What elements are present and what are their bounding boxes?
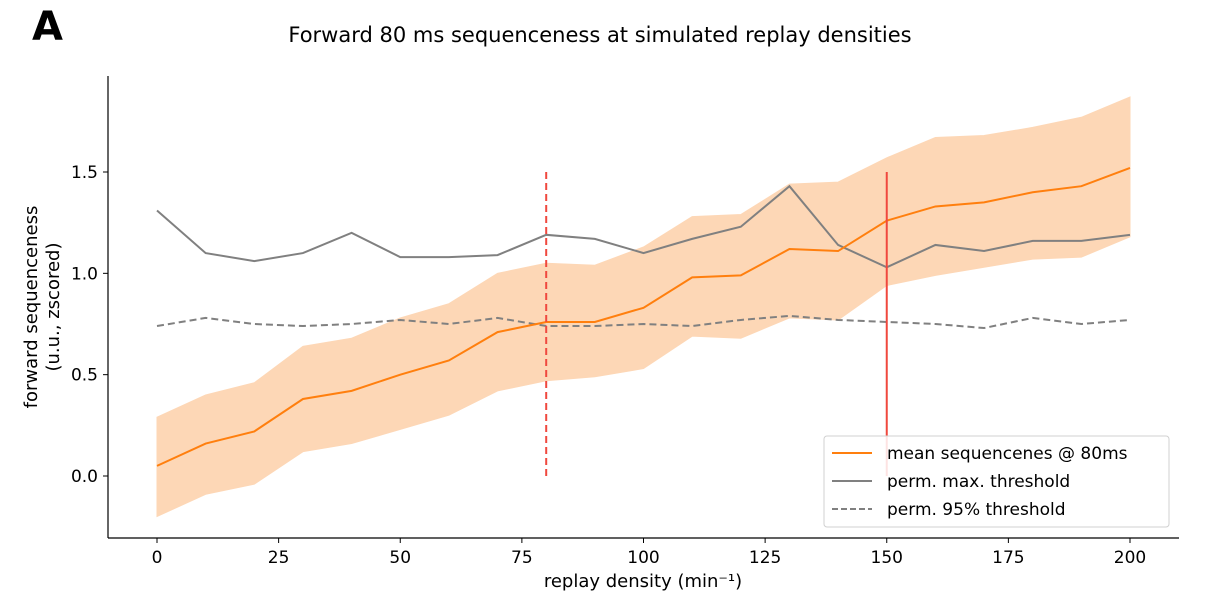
x-tick-label: 0 — [152, 548, 163, 568]
x-tick-label: 100 — [627, 548, 659, 568]
y-tick-label: 0.5 — [71, 366, 98, 386]
x-tick-label: 75 — [511, 548, 533, 568]
chart-title: Forward 80 ms sequenceness at simulated … — [288, 23, 911, 47]
x-tick-label: 200 — [1114, 548, 1146, 568]
x-tick-label: 125 — [749, 548, 781, 568]
series-line-perm-max-threshold — [156, 184, 1131, 269]
x-tick-label: 175 — [992, 548, 1024, 568]
x-tick-label: 50 — [389, 548, 411, 568]
legend-box — [823, 435, 1170, 528]
legend-label: mean sequencenes @ 80ms — [887, 444, 1128, 464]
y-tick-label: 1.0 — [71, 264, 98, 284]
legend: mean sequencenes @ 80ms perm. max. thresh… — [823, 435, 1170, 528]
y-axis-label-line1: forward sequenceness — [21, 206, 42, 409]
y-tick-label: 1.5 — [71, 163, 98, 183]
legend-label: perm. 95% threshold — [887, 500, 1066, 520]
panel-label: A — [32, 4, 63, 50]
y-axis-label-line2: (u.u., zscored) — [43, 243, 64, 372]
x-tick-label: 150 — [871, 548, 903, 568]
series-line-perm-95-threshold — [156, 314, 1131, 330]
x-axis-label: replay density (min⁻¹) — [544, 571, 742, 592]
y-tick-label: 0.0 — [71, 467, 98, 487]
series-line-mean-sequencenes-80ms — [156, 167, 1131, 467]
legend-label: perm. max. threshold — [887, 472, 1070, 492]
x-tick-label: 25 — [268, 548, 290, 568]
